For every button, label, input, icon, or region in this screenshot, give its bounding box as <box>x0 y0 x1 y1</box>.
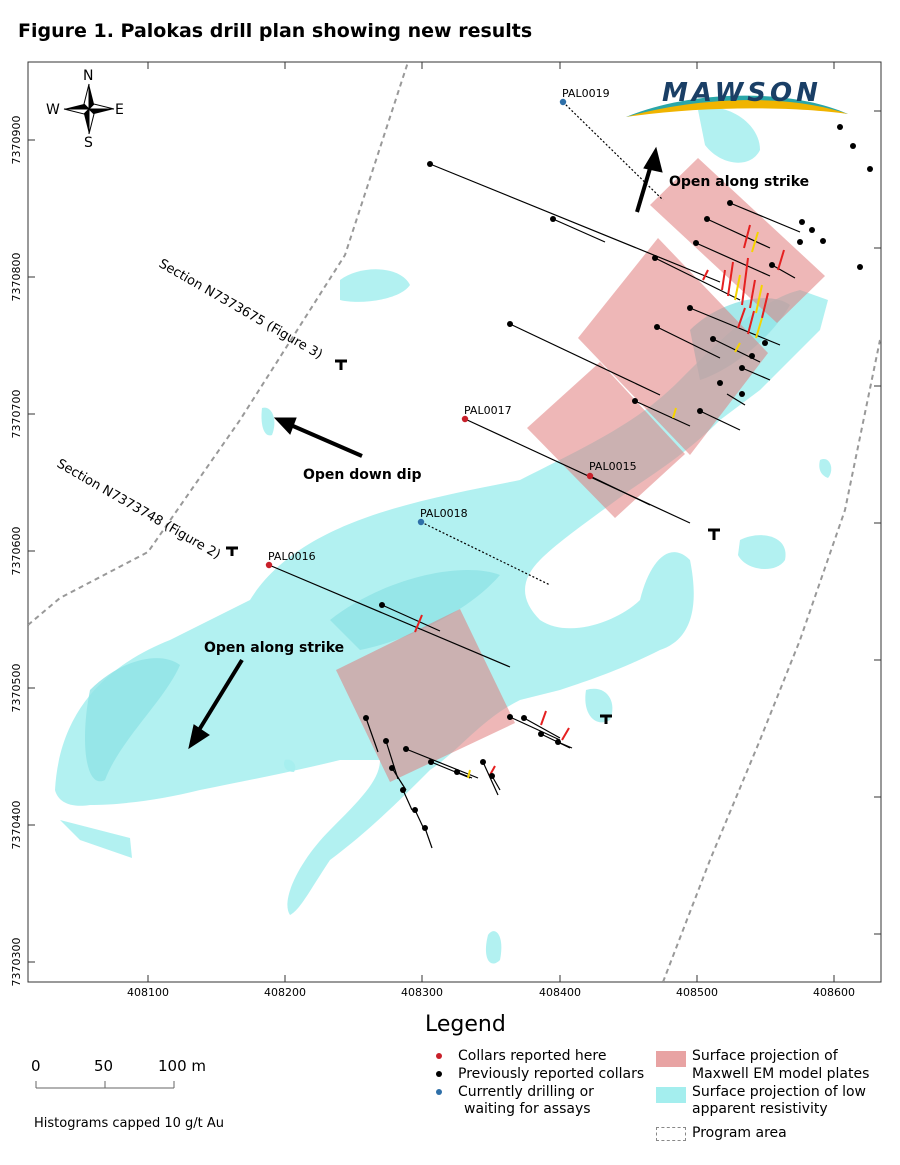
previous-collars <box>363 124 873 831</box>
x-tick-label: 408100 <box>127 986 169 999</box>
label-pal0019: PAL0019 <box>562 87 610 100</box>
y-tick-labels: 7370900 7370800 7370700 7370600 7370500 … <box>10 116 23 987</box>
annotation-open-strike-sw: Open along strike <box>204 640 344 656</box>
legend-pending-collar-icon <box>436 1089 442 1095</box>
annotation-open-strike-ne: Open along strike <box>669 174 809 190</box>
y-tick-label: 7370800 <box>10 253 23 302</box>
program-area-boundary <box>28 62 881 982</box>
pending-collars <box>417 98 567 526</box>
section-markers <box>226 359 720 724</box>
compass-e: E <box>115 102 124 118</box>
legend-resistivity-swatch <box>656 1087 686 1103</box>
label-pal0016: PAL0016 <box>268 550 316 563</box>
y-tick-label: 7370300 <box>10 938 23 987</box>
legend-new-collars: Collars reported here <box>458 1048 607 1064</box>
x-tick-label: 408200 <box>264 986 306 999</box>
y-tick-label: 7370400 <box>10 801 23 850</box>
x-tick-label: 408600 <box>813 986 855 999</box>
drill-traces <box>268 163 801 849</box>
histogram-note: Histograms capped 10 g/t Au <box>34 1116 225 1131</box>
compass-w: W <box>46 102 60 118</box>
compass-n: N <box>83 68 93 84</box>
scale-label-50: 50 <box>94 1057 114 1075</box>
legend-previous-collars: Previously reported collars <box>458 1066 645 1082</box>
legend-pending-line1: Currently drilling or <box>458 1084 594 1100</box>
scale-label-0: 0 <box>31 1057 41 1075</box>
legend-pending-line2: waiting for assays <box>464 1101 591 1117</box>
x-tick-label: 408300 <box>401 986 443 999</box>
logo-text: MAWSON <box>662 78 822 108</box>
label-pal0015: PAL0015 <box>589 460 637 473</box>
compass-s: S <box>84 135 93 151</box>
label-pal0017: PAL0017 <box>464 404 512 417</box>
legend-previous-collar-icon <box>436 1071 442 1077</box>
x-tick-label: 408400 <box>539 986 581 999</box>
y-tick-label: 7370500 <box>10 664 23 713</box>
axis-ticks <box>28 62 881 982</box>
north-arrow-icon: N S W E <box>46 68 124 151</box>
mawson-logo: MAWSON <box>626 78 848 117</box>
annotation-open-down-dip: Open down dip <box>303 467 422 483</box>
x-tick-label: 408500 <box>676 986 718 999</box>
drill-plan-map: PAL0017 PAL0015 PAL0016 PAL0018 PAL0019 … <box>10 61 882 999</box>
direction-arrows <box>188 146 663 750</box>
legend-em-line1: Surface projection of <box>692 1048 838 1064</box>
legend-em-swatch <box>656 1051 686 1067</box>
legend-resistivity-line1: Surface projection of low <box>692 1084 867 1100</box>
scale-label-100: 100 m <box>158 1057 207 1075</box>
legend-program-area: Program area <box>692 1125 787 1141</box>
new-collars <box>265 415 594 569</box>
scale-bar-graphic <box>35 1081 175 1089</box>
legend-em-line2: Maxwell EM model plates <box>692 1066 870 1082</box>
y-tick-label: 7370600 <box>10 527 23 576</box>
y-tick-label: 7370900 <box>10 116 23 165</box>
label-pal0018: PAL0018 <box>420 507 468 520</box>
legend-program-area-swatch <box>656 1127 686 1141</box>
figure-title: Figure 1. Palokas drill plan showing new… <box>18 20 533 42</box>
legend-title: Legend <box>425 1012 506 1037</box>
x-tick-labels: 408100 408200 408300 408400 408500 40860… <box>127 986 855 999</box>
legend-new-collar-icon <box>436 1053 442 1059</box>
em-model-plates <box>336 158 825 782</box>
legend-resistivity-line2: apparent resistivity <box>692 1101 828 1117</box>
y-tick-label: 7370700 <box>10 390 23 439</box>
